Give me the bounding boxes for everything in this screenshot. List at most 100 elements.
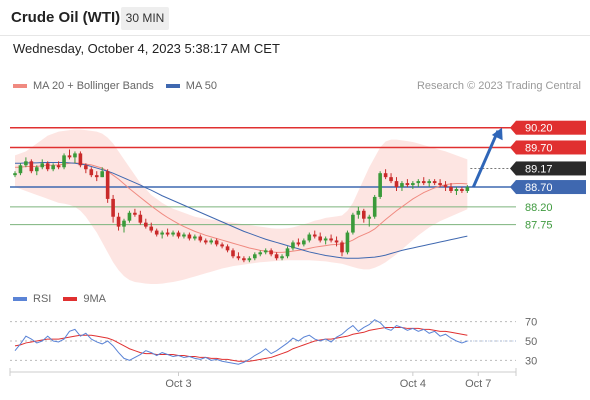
candle [383,169,388,180]
candle [427,179,431,188]
forecast-arrow-head [491,127,503,141]
candle-body [323,238,328,241]
candle-body [307,234,312,241]
copyright-notice: Research © 2023 Trading Central [416,80,581,92]
candle [51,163,55,172]
candle [84,163,88,174]
candle [13,171,17,178]
level-badge-pointer [510,120,516,135]
level-badge-pointer [510,180,516,195]
candle-body [160,232,164,235]
candle-body [405,183,410,186]
candle-body [24,161,28,166]
candle-body [45,163,50,170]
ma20-legend-label: MA 20 + Bollinger Bands [33,80,154,92]
legend-rsi-ma: 9MA [63,293,106,305]
candle [198,234,203,243]
rsi-line [14,319,468,365]
timeframe-badge[interactable]: 30 MIN [121,7,169,30]
candle [35,165,39,176]
candle [122,218,126,233]
candle [105,169,110,203]
candle [73,151,77,164]
current-price-label: 89.17 [525,163,553,175]
candle [111,194,115,223]
rsi-ma-legend-label: 9MA [83,293,106,305]
level-badge-90.20 [516,120,586,135]
candle-body [84,165,88,170]
candle-body [40,163,45,168]
candle [411,181,415,190]
candle [421,177,426,186]
candle [285,246,290,259]
rsi-swatch [13,297,27,301]
candle-body [345,232,350,253]
legend-rsi: RSI [13,293,51,305]
candle-body [296,242,301,245]
candle [351,212,355,235]
candle-body [269,250,273,255]
candle-body [225,246,230,251]
candle-body [18,165,23,174]
candle [160,230,164,239]
candle [127,210,132,223]
ma20-line [15,162,468,253]
candle-body [100,171,104,178]
candle [176,230,181,239]
candle-body [280,256,284,259]
candle-body [51,165,55,170]
candle-body [285,248,290,257]
candle [340,240,344,257]
forecast-arrow-shaft [471,130,500,188]
candle-body [351,214,355,233]
candle-body [214,240,219,245]
candle-body [94,175,99,178]
candle [225,244,230,253]
candle [193,234,197,241]
candle-body [372,196,377,217]
candle [302,238,306,247]
candle [269,248,273,257]
candle [165,228,170,237]
time-tick-label: Oct 4 [400,378,426,390]
candle [214,238,219,247]
candle [258,250,263,257]
level-label-87.75: 87.75 [525,220,553,232]
candle [116,212,121,231]
candle [220,242,224,249]
bollinger-band [15,129,468,284]
candle-body [116,216,121,227]
candle-body [78,153,83,166]
ma50-swatch [165,84,180,88]
level-badge-88.70 [516,180,586,195]
level-label-88.70: 88.70 [525,182,553,194]
candle-body [421,181,426,184]
candle [323,236,328,245]
candle-body [29,161,34,172]
candle [378,171,382,199]
candle-body [356,210,361,215]
candle [454,187,459,195]
candle [465,185,470,193]
candle-body [209,240,213,243]
ma20-swatch [13,84,27,88]
candle [67,149,72,160]
instrument-title: Crude Oil (WTI) [11,9,121,26]
candle-body [253,254,257,259]
candle-body [144,222,148,227]
candle-body [318,236,322,241]
rsi-tick-30: 30 [525,355,537,367]
candle-body [389,177,393,182]
rsi-tick-50: 50 [525,336,537,348]
candle [394,177,399,191]
candle-body [334,240,339,243]
candle-body [465,187,470,191]
candle [242,256,246,263]
candle [45,161,50,172]
level-badge-pointer [510,140,516,155]
candle-body [340,242,344,253]
candle [356,206,361,219]
candle [40,159,45,170]
candle [345,230,350,255]
